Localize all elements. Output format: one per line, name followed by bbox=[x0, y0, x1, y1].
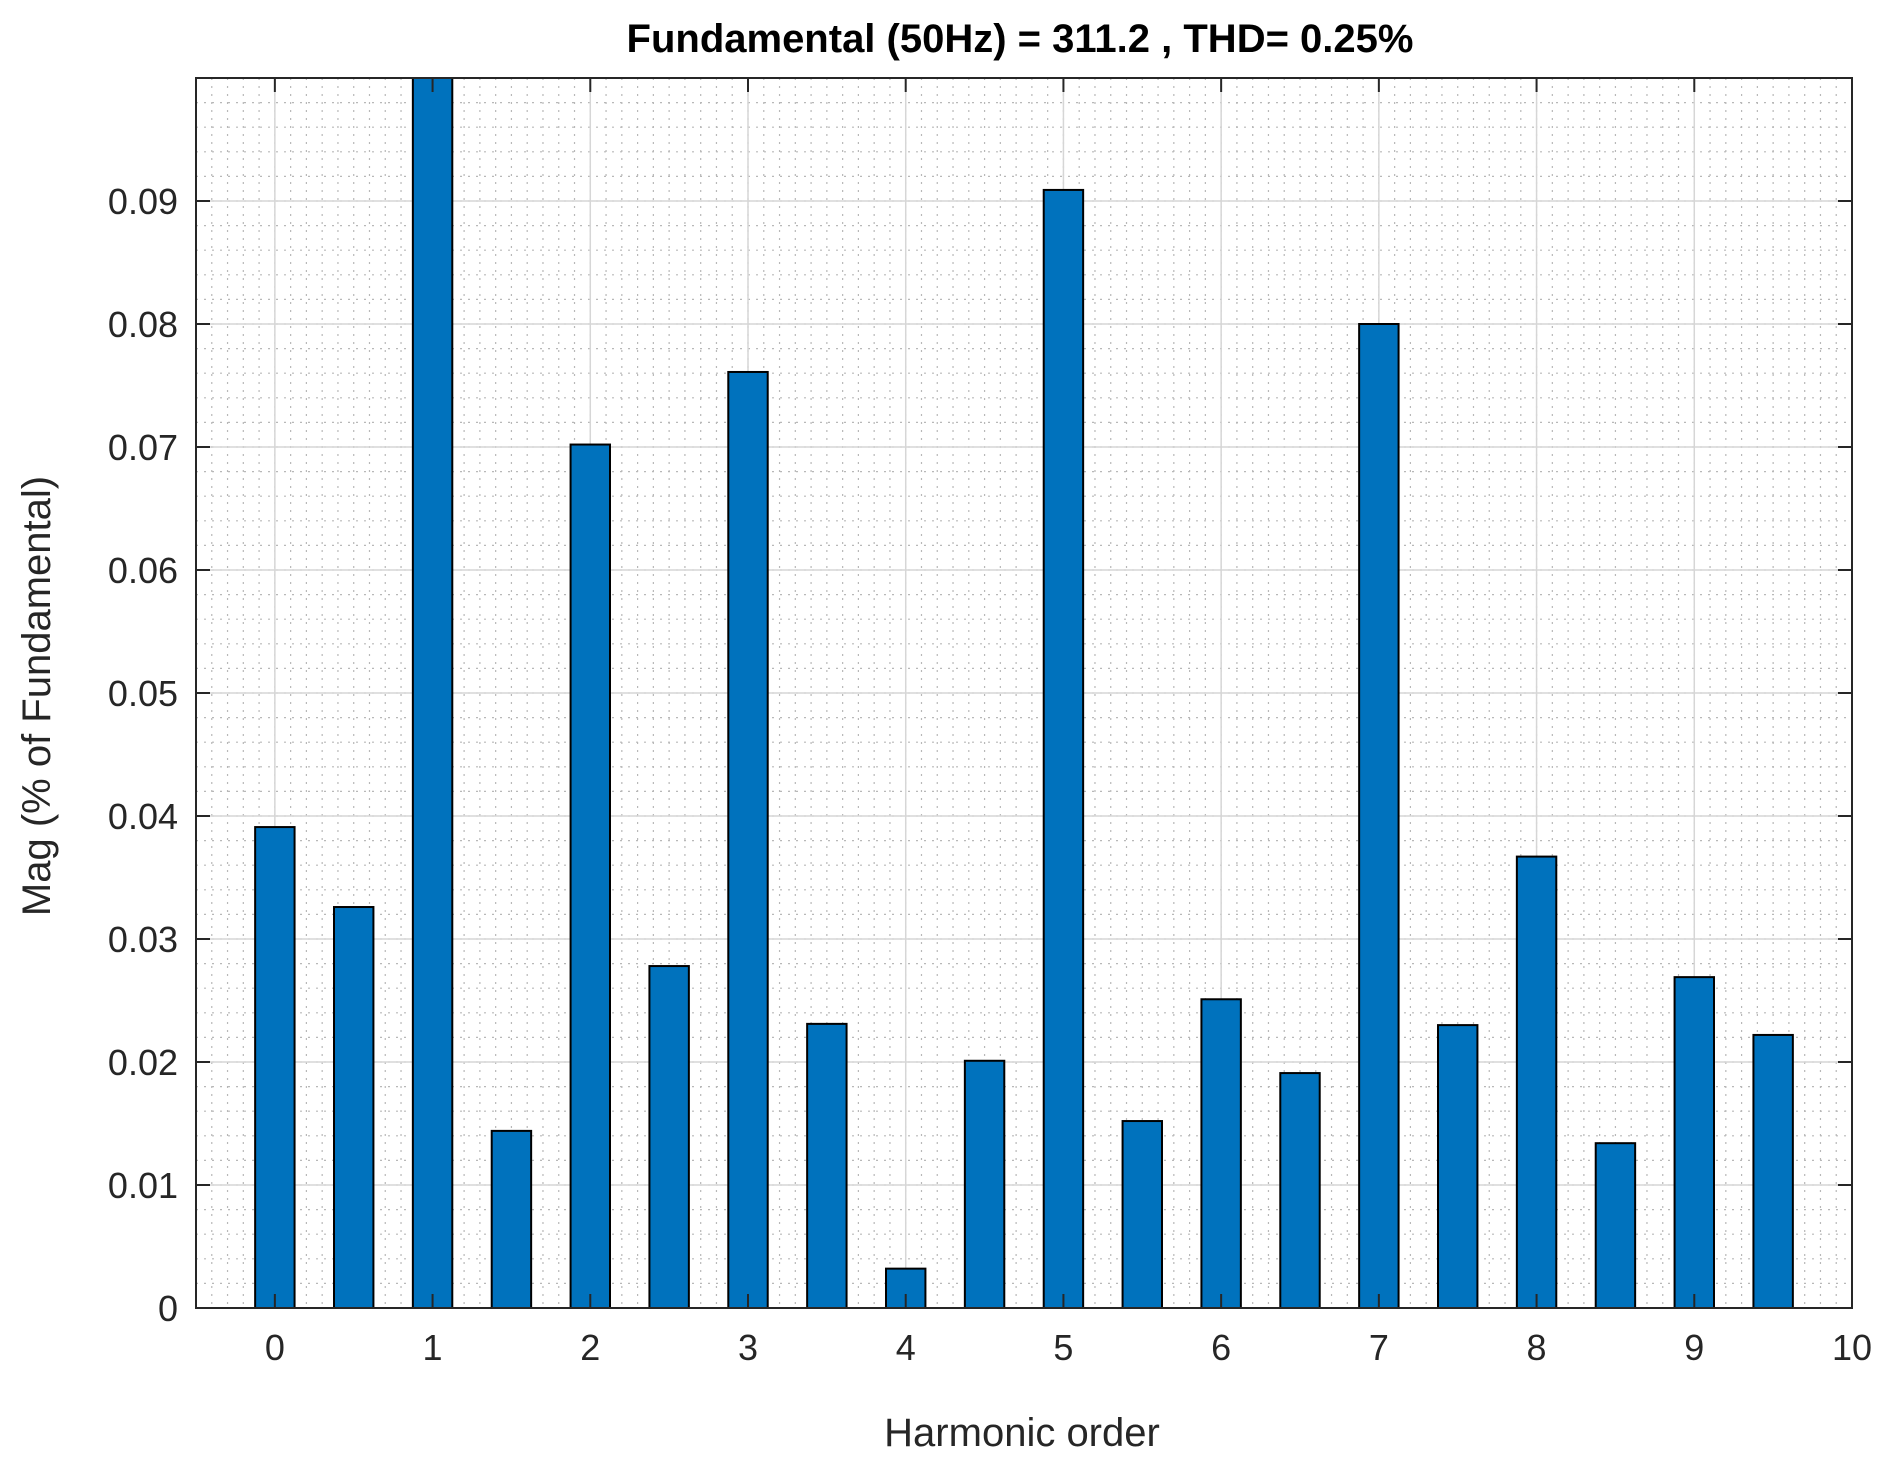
x-tick-label: 7 bbox=[1369, 1327, 1389, 1368]
axis-ticks bbox=[196, 78, 1853, 1309]
y-axis-label: Mag (% of Fundamental) bbox=[15, 476, 59, 916]
x-tick-label: 4 bbox=[896, 1327, 916, 1368]
bar bbox=[1673, 976, 1715, 1309]
y-tick-label: 0.08 bbox=[108, 304, 178, 345]
chart-title: Fundamental (50Hz) = 311.2 , THD= 0.25% bbox=[627, 17, 1414, 61]
x-tick-labels: 0 1 2 3 4 5 6 7 8 9 10 bbox=[265, 1327, 1872, 1368]
y-tick-label: 0.02 bbox=[108, 1042, 178, 1083]
x-tick-label: 6 bbox=[1211, 1327, 1231, 1368]
bar bbox=[1121, 1120, 1163, 1310]
bar bbox=[1515, 855, 1558, 1310]
y-tick-label: 0.09 bbox=[108, 181, 178, 222]
bars bbox=[254, 77, 1794, 1310]
y-tick-label: 0.03 bbox=[108, 919, 178, 960]
y-tick-label: 0.06 bbox=[108, 550, 178, 591]
x-tick-label: 9 bbox=[1684, 1327, 1704, 1368]
y-tick-labels: 0 0.01 0.02 0.03 0.04 0.05 0.06 0.07 0.08 0.09 bbox=[108, 181, 178, 1329]
bar bbox=[1752, 1033, 1794, 1309]
bar bbox=[1042, 188, 1085, 1309]
bar bbox=[569, 443, 611, 1310]
bar bbox=[1358, 323, 1400, 1309]
x-axis-label: Harmonic order bbox=[884, 1411, 1160, 1455]
bar bbox=[963, 1059, 1006, 1310]
bar bbox=[1200, 998, 1242, 1310]
bar bbox=[1594, 1142, 1637, 1310]
x-tick-label: 1 bbox=[423, 1327, 443, 1368]
bar bbox=[727, 370, 769, 1310]
y-tick-label: 0.04 bbox=[108, 796, 178, 837]
x-tick-label: 3 bbox=[738, 1327, 758, 1368]
x-tick-label: 0 bbox=[265, 1327, 285, 1368]
bar bbox=[1279, 1072, 1321, 1309]
x-tick-label: 5 bbox=[1053, 1327, 1073, 1368]
x-tick-label: 10 bbox=[1832, 1327, 1872, 1368]
x-tick-label: 8 bbox=[1527, 1327, 1547, 1368]
bar bbox=[411, 77, 454, 1309]
x-tick-label: 2 bbox=[580, 1327, 600, 1368]
bar bbox=[806, 1022, 848, 1309]
y-tick-label: 0.07 bbox=[108, 427, 178, 468]
bar bbox=[1437, 1024, 1479, 1309]
bar bbox=[490, 1129, 533, 1309]
y-tick-label: 0.05 bbox=[108, 673, 178, 714]
y-tick-label: 0.01 bbox=[108, 1165, 178, 1206]
y-tick-label: 0 bbox=[158, 1288, 178, 1329]
bar bbox=[333, 906, 375, 1310]
bar bbox=[648, 965, 690, 1309]
bar bbox=[254, 826, 296, 1309]
